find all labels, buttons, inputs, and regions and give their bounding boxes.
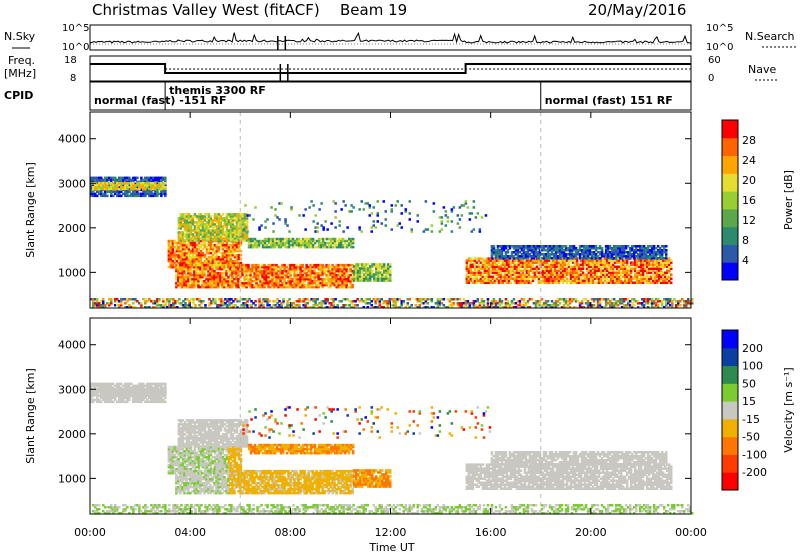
heatmap-cell (559, 302, 562, 305)
freq-right-tick-top: 60 (708, 55, 721, 66)
heatmap-cell (501, 300, 504, 303)
heatmap-cell (254, 304, 256, 307)
heatmap-cell (164, 186, 167, 189)
heatmap-cell (483, 300, 486, 303)
freq-label: Freq. (8, 54, 35, 67)
heatmap-cell (670, 259, 673, 262)
heatmap-cell (459, 298, 462, 301)
heatmap-cell (110, 298, 113, 301)
heatmap-cell (352, 238, 355, 241)
heatmap-cell (301, 264, 304, 267)
cpid-segment-label: themis 3300 RF (169, 84, 266, 97)
heatmap-cell (507, 300, 510, 303)
heatmap-cell (427, 302, 430, 305)
freq-left-tick-top: 18 (64, 55, 77, 66)
heatmap-cell (254, 300, 256, 303)
heatmap-cell (389, 269, 392, 272)
heatmap-cell (204, 304, 207, 307)
heatmap-cell (523, 298, 526, 301)
heatmap-cell (164, 182, 167, 185)
heatmap-cell (431, 298, 434, 301)
heatmap-cell (513, 298, 516, 301)
heatmap-cell (477, 298, 480, 301)
noise-sky-line (90, 33, 691, 43)
heatmap-cell (670, 282, 673, 285)
heatmap-cell (453, 302, 456, 305)
heatmap-cell (222, 213, 225, 216)
heatmap-cell (258, 298, 261, 301)
heatmap-cell (106, 195, 109, 198)
noise-left-tick-bottom: 10^0 (62, 42, 89, 53)
heatmap-cell (326, 298, 329, 301)
heatmap-cell (665, 249, 668, 252)
nsearch-label: N.Search (745, 30, 795, 43)
noise-panel (90, 25, 691, 50)
beam-label: Beam 19 (340, 1, 407, 19)
heatmap-cell (670, 266, 673, 269)
frequency-traces (90, 64, 691, 81)
heatmap-cell (356, 304, 359, 307)
heatmap-cell (247, 264, 250, 267)
freq-left-tick-bottom: 8 (70, 73, 76, 84)
nave-label: Nave (748, 63, 776, 76)
heatmap-cell (411, 304, 414, 307)
heatmap-cell (531, 298, 534, 301)
heatmap-cell (547, 300, 550, 303)
heatmap-cell (210, 215, 213, 218)
heatmap-cell (352, 246, 355, 249)
heatmap-cell (665, 245, 668, 248)
heatmap-cell (102, 298, 105, 301)
heatmap-cell (351, 284, 354, 287)
heatmap-cell (601, 247, 604, 250)
cpid-label: CPID (4, 89, 33, 102)
heatmap-cell (164, 177, 167, 180)
heatmap-cell (288, 298, 291, 301)
heatmap-cell (389, 263, 392, 266)
noise-right-tick-top: 10^5 (706, 23, 733, 34)
cpid-segment-label: normal (fast) 151 RF (545, 94, 673, 107)
heatmap-cell (316, 298, 319, 301)
heatmap-cell (204, 242, 207, 245)
heatmap-cell (140, 302, 143, 305)
heatmap-cell (202, 300, 205, 303)
nsky-label: N.Sky (4, 30, 36, 43)
power-heatmap (90, 112, 694, 309)
heatmap-cell (409, 298, 412, 301)
heatmap-cell (158, 298, 161, 301)
freq-right-tick-bottom: 0 (708, 73, 714, 84)
freq-unit-label: [MHz] (4, 67, 36, 80)
heatmap-cell (670, 274, 673, 277)
heatmap-cell (282, 298, 285, 301)
heatmap-cell (268, 300, 271, 303)
heatmap-cell (487, 298, 490, 301)
plot-title: Christmas Valley West (fitACF) (92, 1, 320, 19)
heatmap-cell (510, 282, 513, 285)
heatmap-cell (371, 269, 374, 272)
heatmap-cell (493, 245, 496, 248)
heatmap-cell (334, 298, 337, 301)
heatmap-cell (262, 304, 265, 307)
heatmap-cell (178, 298, 181, 301)
heatmap-cell (407, 302, 410, 305)
heatmap-cell (194, 304, 197, 307)
noise-traces (90, 33, 691, 50)
noise-left-tick-top: 10^5 (62, 23, 89, 34)
date-label: 20/May/2016 (588, 1, 686, 19)
heatmap-cell (443, 298, 446, 301)
heatmap-cell (403, 300, 406, 303)
heatmap-cell (336, 304, 339, 307)
noise-right-tick-bottom: 10^0 (706, 42, 733, 53)
heatmap-cell (136, 177, 139, 180)
heatmap-cell (96, 298, 99, 301)
heatmap-cell (162, 298, 165, 301)
heatmap-cell (298, 304, 301, 307)
heatmap-cell (214, 298, 217, 301)
heatmap-cell (670, 278, 673, 281)
